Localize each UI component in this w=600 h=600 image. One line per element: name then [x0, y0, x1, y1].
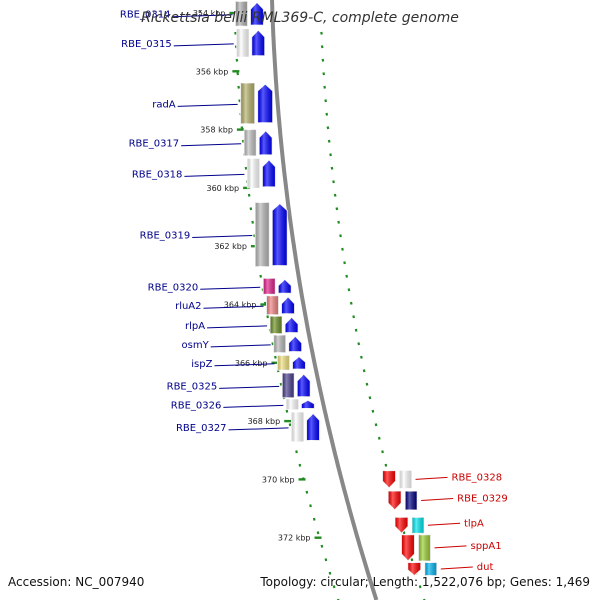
gene-arrow — [387, 490, 402, 511]
gene-arrow — [277, 278, 292, 294]
gene-leader-line — [200, 286, 261, 290]
gene-label[interactable]: RBE_0314 — [120, 10, 171, 21]
gene-arrow — [300, 399, 315, 409]
scale-tick-label: 366 kbp — [235, 359, 268, 368]
gene-label[interactable]: osmY — [182, 340, 210, 351]
gene-label[interactable]: RBE_0320 — [148, 282, 199, 293]
gene-label[interactable]: rluA2 — [175, 301, 201, 312]
gene-block — [266, 295, 280, 316]
gene-leader-line — [440, 566, 473, 570]
gene-block — [276, 355, 290, 371]
gene-label[interactable]: dut — [477, 562, 494, 573]
tracks-layer — [229, 0, 427, 600]
gene-block — [236, 28, 250, 58]
gene-arrow — [271, 202, 288, 267]
gene-arrow — [306, 412, 321, 442]
dotted-track-right — [320, 31, 426, 600]
gene-label[interactable]: RBE_0317 — [129, 139, 180, 150]
gene-leader-line — [181, 143, 242, 147]
gene-leader-line — [228, 427, 289, 431]
gene-block — [411, 516, 425, 534]
labels-layer: 354 kbp 356 kbp 358 kbp 360 kbp 362 kbp 364 k… — [120, 9, 508, 573]
gene-leader-line — [415, 476, 448, 480]
gene-label[interactable]: tlpA — [464, 518, 484, 529]
gene-leader-line — [172, 14, 233, 18]
gene-label[interactable]: rlpA — [185, 321, 205, 332]
gene-block — [399, 470, 413, 489]
gene-leader-line — [434, 545, 467, 549]
scale-tick-label: 356 kbp — [196, 67, 229, 76]
gene-label[interactable]: RBE_0315 — [121, 39, 172, 50]
gene-leader-line — [177, 103, 238, 107]
gene-label[interactable]: RBE_0328 — [452, 472, 503, 483]
gene-block — [285, 398, 299, 410]
gene-block — [262, 277, 276, 295]
gene-arrow — [284, 316, 299, 334]
gene-leader-line — [184, 173, 245, 177]
gene-block — [417, 534, 431, 562]
gene-block — [246, 158, 260, 189]
genome-backbone — [270, 0, 379, 600]
scale-tick-label: 372 kbp — [278, 534, 311, 543]
gene-arrow — [281, 296, 296, 315]
gene-label[interactable]: RBE_0318 — [132, 169, 183, 180]
gene-label[interactable]: RBE_0325 — [167, 381, 218, 392]
genes-layer — [234, 0, 438, 577]
scale-tick-label: 358 kbp — [200, 126, 233, 135]
gene-arrow — [382, 470, 397, 489]
gene-block — [404, 490, 418, 511]
gene-arrow — [251, 29, 266, 57]
gene-arrow — [296, 373, 311, 398]
scale-tick-label: 354 kbp — [193, 9, 226, 18]
gene-arrow — [258, 129, 273, 156]
accession-text: Accession: NC_007940 — [8, 575, 144, 589]
gene-leader-line — [173, 43, 234, 47]
gene-leader-line — [210, 344, 271, 348]
scale-tick-label: 364 kbp — [224, 301, 257, 310]
gene-arrow — [249, 1, 264, 26]
gene-label[interactable]: ispZ — [191, 359, 212, 370]
gene-leader-line — [214, 363, 275, 367]
gene-leader-line — [219, 385, 280, 389]
gene-arrow — [400, 534, 415, 562]
gene-leader-line — [223, 404, 284, 408]
gene-block — [240, 82, 256, 125]
gene-arrow — [261, 159, 276, 188]
gene-label[interactable]: sppA1 — [470, 541, 501, 552]
gene-block — [269, 315, 283, 335]
gene-block — [273, 334, 287, 354]
scale-tick-label: 362 kbp — [214, 242, 247, 251]
gene-leader-line — [207, 325, 268, 329]
gene-arrow — [257, 83, 274, 124]
gene-block — [243, 129, 257, 157]
gene-leader-line — [203, 305, 264, 309]
gene-label[interactable]: RBE_0319 — [140, 231, 191, 242]
gene-arrow — [394, 516, 409, 535]
gene-arrow — [407, 561, 422, 577]
genome-info-text: Topology: circular; Length: 1,522,076 bp… — [259, 575, 590, 589]
gene-label[interactable]: radA — [152, 99, 176, 110]
map-title: Rickettsia bellii RML369-C, complete gen… — [141, 10, 459, 26]
gene-block — [234, 0, 248, 27]
gene-arrow — [291, 355, 306, 370]
scale-tick-label: 370 kbp — [262, 475, 295, 484]
gene-leader-line — [427, 522, 461, 526]
gene-label[interactable]: RBE_0326 — [171, 400, 222, 411]
gene-arrow — [288, 335, 303, 353]
scale-tick-label: 360 kbp — [207, 184, 240, 193]
gene-leader-line — [421, 498, 454, 502]
gene-block — [281, 372, 295, 399]
gene-block — [254, 201, 270, 268]
gene-block — [424, 561, 438, 577]
gene-leader-line — [192, 235, 253, 239]
gene-label[interactable]: RBE_0327 — [176, 423, 227, 434]
gene-label[interactable]: RBE_0329 — [457, 494, 508, 505]
scale-tick-label: 368 kbp — [248, 417, 281, 426]
gene-block — [291, 411, 305, 443]
